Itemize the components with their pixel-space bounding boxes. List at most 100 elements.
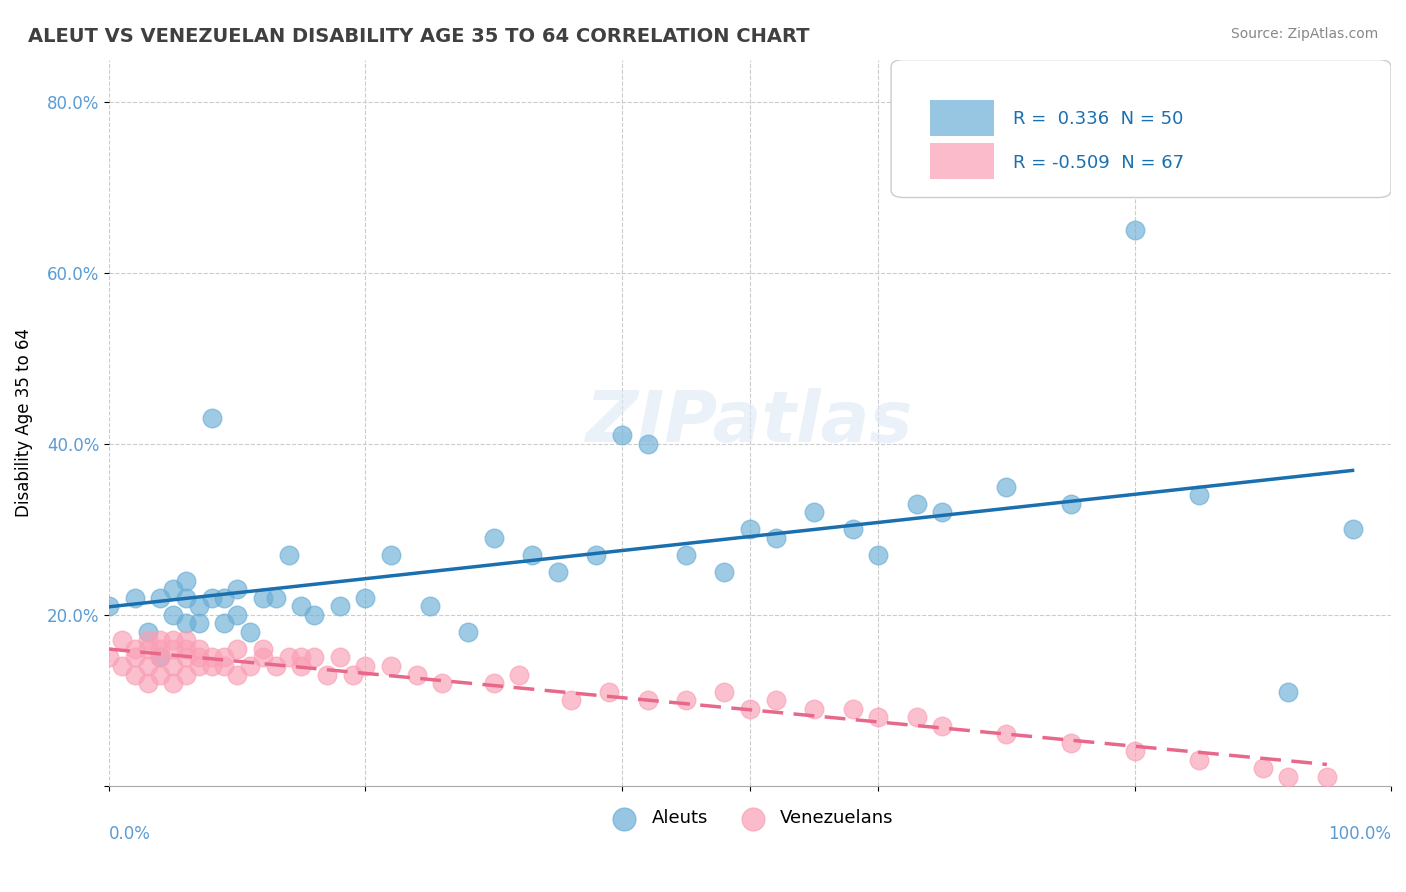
- Point: [482, 676, 505, 690]
- Point: [187, 650, 209, 665]
- Point: [149, 650, 172, 665]
- Point: [1188, 488, 1211, 502]
- Point: [302, 650, 325, 665]
- Point: [1188, 753, 1211, 767]
- Point: [520, 548, 543, 562]
- Point: [174, 574, 197, 588]
- Point: [201, 591, 224, 605]
- Point: [136, 633, 159, 648]
- Point: [803, 701, 825, 715]
- Point: [264, 659, 287, 673]
- Point: [226, 667, 249, 681]
- Point: [380, 548, 402, 562]
- Text: R = -0.509  N = 67: R = -0.509 N = 67: [1012, 154, 1184, 172]
- Point: [1059, 497, 1081, 511]
- FancyBboxPatch shape: [929, 143, 994, 179]
- Point: [585, 548, 607, 562]
- Point: [329, 650, 352, 665]
- Point: [354, 591, 377, 605]
- Text: 0.0%: 0.0%: [110, 825, 150, 844]
- Point: [264, 591, 287, 605]
- Point: [302, 607, 325, 622]
- Text: ALEUT VS VENEZUELAN DISABILITY AGE 35 TO 64 CORRELATION CHART: ALEUT VS VENEZUELAN DISABILITY AGE 35 TO…: [28, 27, 810, 45]
- Point: [226, 582, 249, 596]
- Point: [1251, 762, 1274, 776]
- Point: [610, 428, 633, 442]
- Point: [931, 719, 953, 733]
- Point: [432, 676, 454, 690]
- Point: [931, 505, 953, 519]
- Point: [675, 693, 697, 707]
- Point: [738, 522, 761, 536]
- Point: [162, 582, 184, 596]
- Point: [290, 650, 312, 665]
- Point: [905, 710, 928, 724]
- Point: [174, 591, 197, 605]
- Point: [162, 659, 184, 673]
- Point: [1277, 684, 1299, 698]
- Point: [239, 624, 262, 639]
- Point: [98, 599, 121, 614]
- Point: [252, 650, 274, 665]
- Point: [239, 659, 262, 673]
- Point: [1316, 770, 1339, 784]
- Point: [277, 548, 299, 562]
- Point: [1059, 736, 1081, 750]
- Point: [868, 548, 890, 562]
- Point: [457, 624, 479, 639]
- Text: Source: ZipAtlas.com: Source: ZipAtlas.com: [1230, 27, 1378, 41]
- Point: [98, 650, 121, 665]
- Point: [136, 624, 159, 639]
- Point: [995, 727, 1018, 741]
- Point: [547, 565, 569, 579]
- Point: [738, 701, 761, 715]
- Y-axis label: Disability Age 35 to 64: Disability Age 35 to 64: [15, 328, 32, 517]
- Point: [329, 599, 352, 614]
- Point: [1341, 522, 1364, 536]
- Point: [765, 693, 787, 707]
- Point: [174, 633, 197, 648]
- Point: [1123, 223, 1146, 237]
- Text: ZIPatlas: ZIPatlas: [586, 388, 914, 457]
- Point: [841, 701, 863, 715]
- Text: R =  0.336  N = 50: R = 0.336 N = 50: [1012, 110, 1184, 128]
- Point: [226, 641, 249, 656]
- Point: [354, 659, 377, 673]
- Point: [162, 607, 184, 622]
- Point: [637, 437, 659, 451]
- Point: [187, 641, 209, 656]
- Point: [342, 667, 364, 681]
- Point: [252, 591, 274, 605]
- Point: [1123, 744, 1146, 758]
- Point: [111, 633, 134, 648]
- Point: [419, 599, 441, 614]
- Point: [214, 616, 236, 631]
- Point: [124, 641, 146, 656]
- Point: [136, 641, 159, 656]
- Text: 100.0%: 100.0%: [1329, 825, 1391, 844]
- Legend: Aleuts, Venezuelans: Aleuts, Venezuelans: [599, 802, 901, 835]
- Point: [111, 659, 134, 673]
- Point: [713, 565, 735, 579]
- Point: [136, 659, 159, 673]
- Point: [124, 650, 146, 665]
- Point: [277, 650, 299, 665]
- Point: [149, 650, 172, 665]
- Point: [713, 684, 735, 698]
- Point: [162, 676, 184, 690]
- Point: [380, 659, 402, 673]
- Point: [841, 522, 863, 536]
- Point: [316, 667, 339, 681]
- Point: [1277, 770, 1299, 784]
- Point: [174, 650, 197, 665]
- Point: [162, 633, 184, 648]
- Point: [201, 650, 224, 665]
- Point: [187, 616, 209, 631]
- Point: [174, 641, 197, 656]
- Point: [149, 591, 172, 605]
- Point: [201, 411, 224, 425]
- Point: [803, 505, 825, 519]
- Point: [868, 710, 890, 724]
- Point: [995, 480, 1018, 494]
- Point: [252, 641, 274, 656]
